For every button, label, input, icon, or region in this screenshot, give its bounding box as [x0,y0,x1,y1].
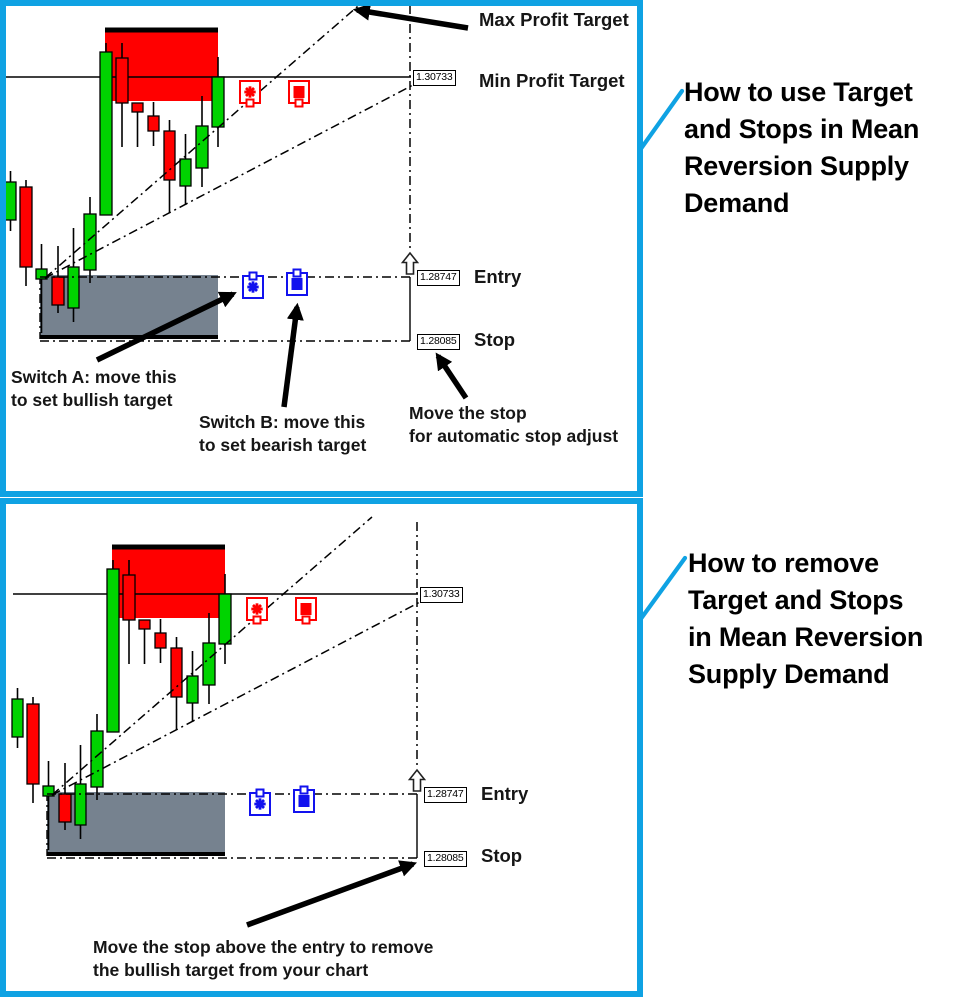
price-tag-stop-bottom: 1.28085 [424,851,467,867]
price-tag-target-top: 1.30733 [413,70,456,86]
remove-target-note: Move the stop above the entry to remove … [93,937,434,980]
max-profit-target-label: Max Profit Target [479,9,629,30]
stop-label-bottom: Stop [481,845,523,866]
switch-a-note: Switch A: move this to set bullish targe… [11,367,177,410]
price-tag-stop-top: 1.28085 [417,334,460,350]
price-tag-entry-bottom: 1.28747 [424,787,467,803]
stop-label-top: Stop [474,329,516,350]
entry-label-top: Entry [474,266,522,287]
page-title-top: How to use Target and Stops in Mean Reve… [684,77,920,218]
entry-label-bottom: Entry [481,783,529,804]
switch-b-note: Switch B: move this to set bearish targe… [199,412,367,455]
stop-adjust-note: Move the stop for automatic stop adjust [409,403,619,446]
price-tag-target-bottom: 1.30733 [420,587,463,603]
page-title-bottom: How to remove Target and Stops in Mean R… [688,548,924,689]
price-tag-entry-top: 1.28747 [417,270,460,286]
min-profit-target-label: Min Profit Target [479,70,625,91]
